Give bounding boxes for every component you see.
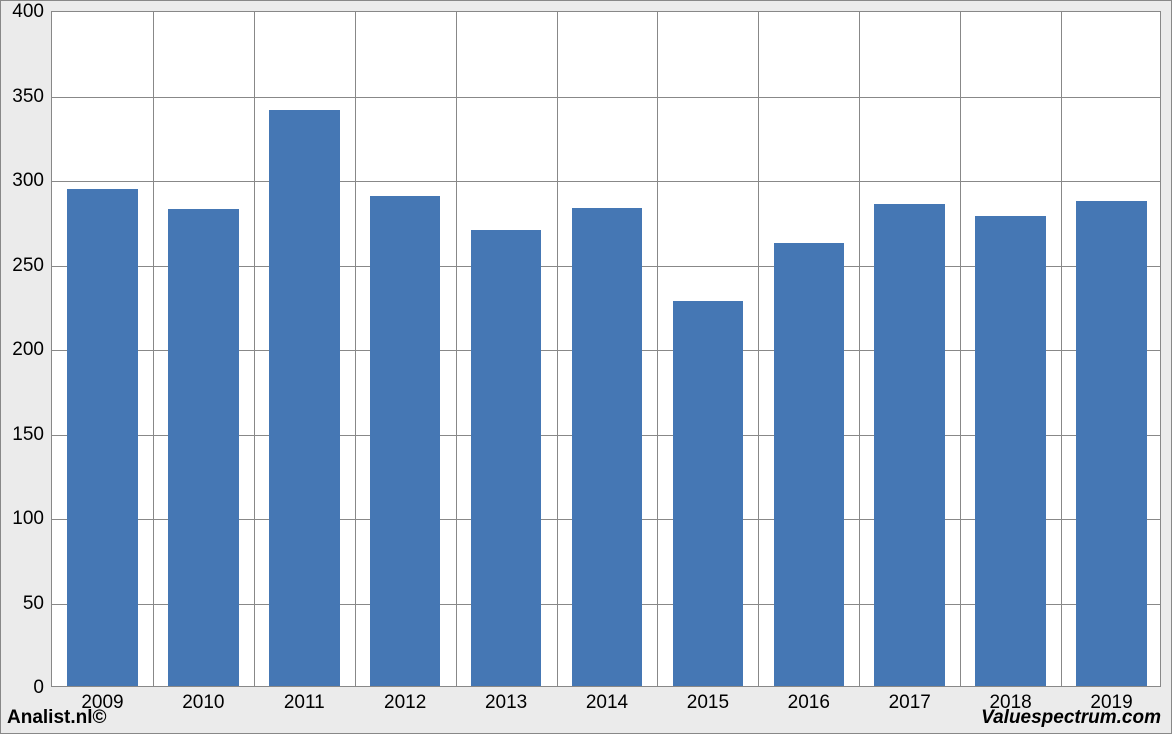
gridline-v bbox=[153, 12, 154, 686]
y-axis-label: 250 bbox=[12, 255, 52, 277]
bar bbox=[1076, 201, 1147, 686]
y-axis-label: 150 bbox=[12, 424, 52, 446]
y-axis-label: 100 bbox=[12, 508, 52, 530]
gridline-v bbox=[355, 12, 356, 686]
footer-credit-right: Valuespectrum.com bbox=[981, 707, 1161, 729]
bar bbox=[67, 189, 138, 686]
gridline-v bbox=[254, 12, 255, 686]
gridline-v bbox=[758, 12, 759, 686]
gridline-v bbox=[657, 12, 658, 686]
y-axis-label: 350 bbox=[12, 86, 52, 108]
x-axis-label: 2014 bbox=[586, 686, 628, 714]
bar bbox=[168, 209, 239, 686]
x-axis-label: 2011 bbox=[284, 686, 325, 714]
x-axis-label: 2013 bbox=[485, 686, 527, 714]
gridline-v bbox=[557, 12, 558, 686]
gridline-v bbox=[1061, 12, 1062, 686]
bar bbox=[370, 196, 441, 686]
chart-frame: 0501001502002503003504002009201020112012… bbox=[0, 0, 1172, 734]
gridline-v bbox=[859, 12, 860, 686]
gridline-v bbox=[456, 12, 457, 686]
x-axis-label: 2010 bbox=[182, 686, 224, 714]
bar bbox=[874, 204, 945, 686]
bar bbox=[269, 110, 340, 686]
gridline-h bbox=[52, 97, 1160, 98]
bar bbox=[673, 301, 744, 686]
y-axis-label: 50 bbox=[23, 593, 52, 615]
gridline-h bbox=[52, 181, 1160, 182]
bar bbox=[975, 216, 1046, 686]
bar bbox=[471, 230, 542, 686]
x-axis-label: 2017 bbox=[889, 686, 931, 714]
footer-credit-left: Analist.nl© bbox=[7, 707, 107, 729]
y-axis-label: 300 bbox=[12, 170, 52, 192]
gridline-v bbox=[960, 12, 961, 686]
x-axis-label: 2015 bbox=[687, 686, 729, 714]
bar bbox=[774, 243, 845, 686]
y-axis-label: 400 bbox=[12, 1, 52, 23]
x-axis-label: 2012 bbox=[384, 686, 426, 714]
plot-area: 0501001502002503003504002009201020112012… bbox=[51, 11, 1161, 687]
y-axis-label: 0 bbox=[33, 677, 52, 699]
x-axis-label: 2016 bbox=[788, 686, 830, 714]
bar bbox=[572, 208, 643, 686]
y-axis-label: 200 bbox=[12, 339, 52, 361]
